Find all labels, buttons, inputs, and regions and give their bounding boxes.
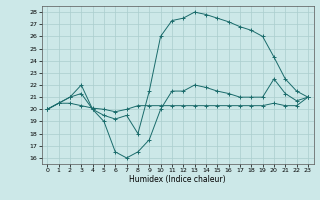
X-axis label: Humidex (Indice chaleur): Humidex (Indice chaleur) [129,175,226,184]
